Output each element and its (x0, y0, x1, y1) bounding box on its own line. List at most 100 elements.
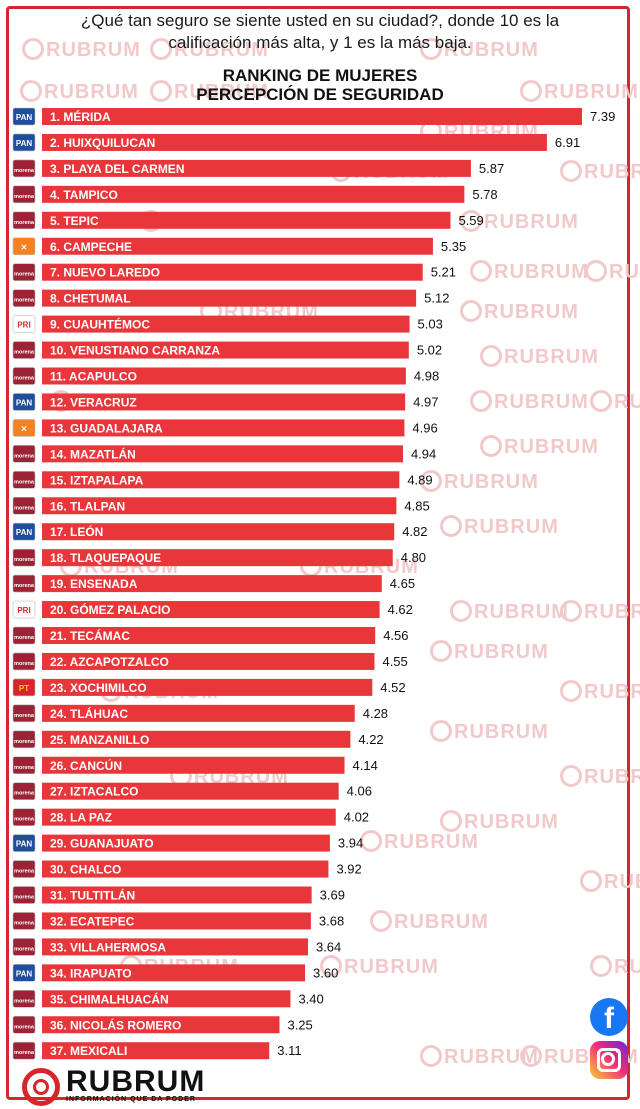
party-logo-label: morena (14, 765, 35, 771)
bar-category-label: 2. HUIXQUILUCAN (50, 136, 155, 150)
title-line-2: PERCEPCIÓN DE SEGURIDAD (196, 85, 444, 104)
bar-category-label: 12. VERACRUZ (50, 395, 137, 409)
watermark-text: RUBRUM (370, 910, 489, 934)
watermark-text: RUBRUM (430, 640, 549, 664)
border-frame (6, 6, 630, 1100)
party-logo-label: morena (14, 168, 35, 174)
party-logo-label: morena (14, 869, 35, 875)
bar-value-label: 4.02 (344, 810, 369, 825)
party-logo-label: morena (14, 895, 35, 901)
party-logo-icon (12, 704, 36, 723)
bar (42, 445, 403, 463)
bar-category-label: 5. TEPIC (50, 214, 99, 228)
bar-category-label: 7. NUEVO LAREDO (50, 266, 160, 280)
watermark-text: RUBRUM (560, 680, 640, 704)
title-line-1: RANKING DE MUJERES (222, 66, 418, 85)
brand-name: RUBRUM (66, 1065, 206, 1098)
watermark-text: RUBRUM (560, 160, 640, 184)
bar-value-label: 3.68 (319, 913, 344, 928)
instagram-icon[interactable] (590, 1041, 628, 1079)
party-logo-label: morena (14, 453, 35, 459)
rubrum-ring-icon (22, 1068, 60, 1106)
party-logo-icon (12, 912, 36, 930)
bar (42, 990, 291, 1008)
bar-category-label: 8. CHETUMAL (50, 292, 131, 306)
party-logo-icon (12, 756, 36, 775)
watermark-text: RUBRUM (22, 38, 141, 62)
party-logo-icon (12, 1015, 36, 1034)
watermark-text: RUBRUM (580, 870, 640, 894)
party-logo-icon (12, 522, 36, 541)
bar (42, 756, 345, 774)
party-logo-label: morena (14, 298, 35, 304)
party-logo-icon (12, 860, 36, 878)
bar-value-label: 3.40 (298, 991, 323, 1006)
bar-category-label: 19. ENSENADA (50, 577, 138, 591)
watermark-text: RUBRUM (420, 1045, 539, 1069)
bar (42, 211, 451, 229)
bar-value-label: 4.98 (414, 369, 439, 384)
bar (42, 834, 330, 852)
party-logo-icon (12, 496, 36, 515)
bar-value-label: 4.62 (388, 602, 413, 617)
party-logo-label: morena (14, 1050, 35, 1056)
bar-value-label: 4.80 (401, 550, 426, 565)
party-logo-label: PAN (16, 840, 33, 849)
party-logo-icon (12, 445, 36, 463)
party-logo-icon (12, 808, 36, 826)
watermark-text: RUBRUM (420, 38, 539, 62)
party-logo-label: morena (14, 350, 35, 356)
party-logo-icon (12, 211, 36, 230)
bar (42, 860, 329, 878)
bar-category-label: 21. TECÁMAC (50, 628, 130, 643)
bar (42, 912, 311, 930)
bar-value-label: 3.60 (313, 965, 338, 980)
party-logo-label: morena (14, 635, 35, 641)
party-logo-label: PAN (16, 139, 33, 148)
bar (42, 938, 308, 956)
bar-value-label: 5.87 (479, 161, 504, 176)
bar (42, 523, 395, 541)
bar (42, 341, 409, 359)
party-logo-icon (12, 626, 36, 645)
party-logo-icon (12, 782, 36, 801)
watermark-text: RUBRUM (590, 390, 640, 414)
party-logo-label: morena (14, 557, 35, 563)
party-logo-label: morena (14, 479, 35, 485)
party-logo-icon (12, 964, 36, 982)
bar (42, 601, 380, 619)
party-logo-label: PAN (16, 969, 33, 978)
party-logo-icon (12, 678, 36, 697)
bar (42, 782, 339, 800)
bar-category-label: 26. CANCÚN (50, 758, 122, 773)
bar (42, 497, 397, 515)
party-logo-icon (12, 574, 36, 593)
bar-value-label: 4.55 (382, 654, 407, 669)
facebook-icon[interactable]: f (590, 998, 628, 1036)
party-logo-icon (12, 185, 36, 204)
party-logo-icon (12, 133, 36, 152)
bar-category-label: 6. CAMPECHE (50, 240, 132, 254)
bar (42, 133, 547, 151)
bar (42, 263, 423, 281)
watermark-text: RUBRUM (460, 210, 579, 234)
party-logo-label: morena (14, 376, 35, 382)
party-logo-label: morena (14, 713, 35, 719)
party-logo-icon (12, 548, 36, 567)
question-line-1: ¿Qué tan seguro se siente usted en su ci… (80, 11, 560, 30)
party-logo-label: PT (19, 684, 29, 693)
bar-category-label: 32. ECATEPEC (50, 914, 135, 928)
bar (42, 652, 375, 670)
bar-category-label: 16. TLALPAN (50, 499, 125, 513)
bar-value-label: 5.78 (472, 187, 497, 202)
bar-value-label: 4.96 (412, 420, 437, 435)
bar-category-label: 34. IRAPUATO (50, 966, 132, 980)
party-logo-icon (12, 159, 36, 178)
party-logo-icon (12, 1041, 36, 1060)
watermark-text: RUBRUM (430, 720, 549, 744)
bar (42, 678, 373, 696)
bar-category-label: 17. LEÓN (50, 524, 103, 539)
bar-value-label: 5.59 (458, 213, 483, 228)
brand-tagline: INFORMACIÓN QUE DA PODER (66, 1096, 196, 1103)
party-logo-label: PAN (16, 113, 33, 122)
